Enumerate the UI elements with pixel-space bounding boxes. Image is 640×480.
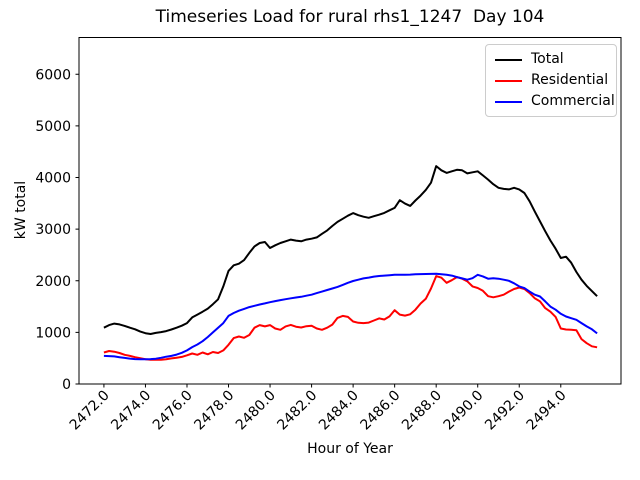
x-tick-label: 2484.0 (316, 388, 362, 434)
x-tick-label: 2494.0 (524, 388, 570, 434)
legend-row: Total (495, 51, 607, 68)
y-tick-label: 6000 (35, 67, 71, 83)
x-tick-label: 2472.0 (67, 388, 113, 434)
x-tick-label: 2490.0 (441, 388, 487, 434)
y-tick-label: 0 (62, 377, 71, 393)
x-tick-label: 2486.0 (358, 388, 404, 434)
legend-label-commercial: Commercial (531, 93, 615, 109)
x-tick-label: 2478.0 (191, 388, 237, 434)
y-tick-label: 3000 (35, 222, 71, 238)
y-tick-label: 1000 (35, 325, 71, 341)
series-line-commercial (103, 272, 598, 361)
legend-label-residential: Residential (531, 72, 609, 88)
chart-title: Timeseries Load for rural rhs1_1247 Day … (155, 7, 545, 27)
legend-line-sample-total (495, 58, 522, 61)
x-tick-label: 2480.0 (233, 388, 279, 434)
legend-line-sample-commercial (495, 100, 522, 103)
legend-label-total: Total (531, 51, 564, 67)
legend-line-sample-residential (495, 79, 522, 82)
series-line-residential (103, 275, 598, 361)
x-axis-label: Hour of Year (307, 441, 393, 457)
legend-row: Residential (495, 72, 609, 89)
x-tick-label: 2488.0 (399, 388, 445, 434)
y-tick-label: 5000 (35, 119, 71, 135)
x-tick-label: 2482.0 (274, 388, 320, 434)
x-tick-label: 2476.0 (150, 388, 196, 434)
series-line-total (103, 165, 598, 335)
y-tick-label: 2000 (35, 274, 71, 290)
legend-row: Commercial (495, 93, 615, 110)
legend: Total Residential Commercial (485, 44, 617, 117)
y-tick-label: 4000 (35, 171, 71, 187)
x-tick-label: 2474.0 (108, 388, 154, 434)
x-tick-label: 2492.0 (482, 388, 528, 434)
